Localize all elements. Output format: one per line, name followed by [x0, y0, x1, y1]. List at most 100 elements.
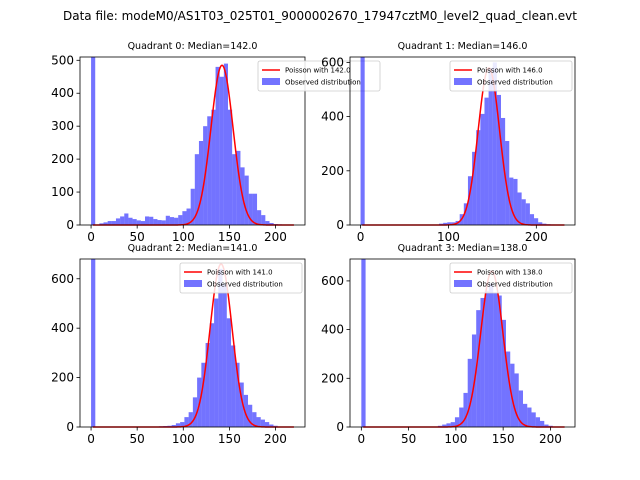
- legend-label-observed: Observed distribution: [207, 281, 283, 289]
- axes-frame: [79, 56, 306, 226]
- histogram-bar: [190, 188, 195, 225]
- histogram-bar: [186, 208, 191, 225]
- histogram-bar: [509, 177, 514, 225]
- histogram-bar: [124, 213, 129, 225]
- legend-box: [179, 262, 303, 294]
- axes-frame: [349, 56, 576, 226]
- histogram-bar: [488, 283, 494, 427]
- histogram-bar: [505, 351, 511, 427]
- histogram-bar: [535, 417, 541, 427]
- histogram-bar: [443, 222, 448, 225]
- x-tick-label: 200: [539, 432, 562, 446]
- histogram-bar: [252, 412, 257, 427]
- histogram-bar: [261, 215, 266, 225]
- x-tick-label: 100: [172, 230, 195, 244]
- histogram-bar: [91, 259, 96, 427]
- legend: Poisson with 146.0 Observed distribution: [449, 60, 573, 92]
- y-tick-label: 600: [321, 55, 344, 69]
- histogram-bar: [484, 97, 489, 225]
- histogram-bar: [128, 217, 133, 225]
- histogram-bar: [514, 373, 519, 427]
- histogram-bar: [132, 219, 137, 225]
- legend-label-poisson: Poisson with 146.0: [477, 67, 543, 75]
- histogram-bar: [260, 419, 265, 427]
- histogram-bar: [222, 283, 227, 427]
- histogram-bar: [228, 109, 233, 225]
- histogram-bar: [501, 117, 506, 225]
- x-tick-label: 100: [444, 432, 467, 446]
- histogram-bar: [459, 407, 464, 427]
- histogram-bar: [480, 297, 485, 427]
- y-tick-label: 600: [51, 272, 74, 286]
- histogram-bar: [269, 424, 274, 427]
- y-tick-label: 600: [321, 274, 344, 288]
- legend-box: [449, 60, 573, 92]
- histogram-bar: [527, 407, 532, 427]
- x-tick-label: 0: [358, 432, 366, 446]
- legend: Poisson with 138.0 Observed distribution: [449, 262, 573, 294]
- panel-quadrant-1: Quadrant 1: Median=146.0 0 100 200 0 200 400 6…: [321, 41, 576, 244]
- histogram-bars: [91, 259, 278, 427]
- histogram-bar: [476, 310, 481, 427]
- x-tick-label: 0: [87, 432, 95, 446]
- histogram-bar: [209, 323, 215, 427]
- histogram-bar: [182, 211, 187, 225]
- histogram-bar: [194, 154, 199, 225]
- histogram-bar: [264, 422, 270, 427]
- histogram-bar: [476, 130, 481, 225]
- x-tick-label: 150: [492, 432, 515, 446]
- histogram-bar: [145, 216, 150, 225]
- panel-title: Quadrant 3: Median=138.0: [398, 243, 528, 254]
- y-tick-label: 400: [51, 86, 74, 100]
- histogram-bar: [544, 424, 549, 427]
- histogram-bar: [450, 422, 455, 427]
- x-tick-label: 0: [357, 230, 365, 244]
- panel-title: Quadrant 2: Median=141.0: [128, 243, 258, 254]
- panel-title: Quadrant 0: Median=142.0: [128, 41, 258, 52]
- panel-title: Quadrant 1: Median=146.0: [398, 41, 528, 52]
- histogram-bar: [140, 221, 146, 225]
- histogram-bar: [442, 424, 447, 427]
- histogram-bar: [517, 192, 522, 225]
- histogram-bar: [269, 223, 274, 225]
- y-tick-label: 300: [51, 119, 74, 133]
- histogram-bar: [454, 417, 460, 427]
- y-tick-label: 400: [51, 321, 74, 335]
- x-tick-label: 0: [87, 230, 95, 244]
- y-tick-label: 100: [51, 185, 74, 199]
- histogram-bar: [488, 67, 493, 225]
- x-tick-label: 200: [525, 230, 548, 244]
- histogram-bar: [244, 175, 249, 225]
- histogram-bar: [446, 423, 451, 427]
- histogram-bar: [178, 215, 183, 225]
- histogram-bar: [91, 57, 96, 225]
- histogram-bar: [480, 113, 485, 225]
- legend-label-poisson: Poisson with 142.0: [285, 67, 351, 75]
- histogram-bar: [174, 217, 179, 225]
- histogram-bar: [513, 178, 518, 225]
- y-tick-label: 200: [321, 371, 344, 385]
- y-tick-label: 500: [51, 53, 74, 67]
- x-tick-label: 50: [401, 432, 416, 446]
- histogram-bar: [472, 151, 477, 225]
- histogram-bar: [149, 216, 154, 225]
- histogram-bar: [99, 223, 104, 225]
- x-tick-label: 50: [130, 432, 145, 446]
- x-tick-label: 200: [264, 230, 287, 244]
- histogram-bar: [525, 203, 530, 225]
- histogram-bar: [198, 141, 204, 225]
- histogram-bar: [207, 116, 212, 225]
- y-tick-label: 200: [51, 152, 74, 166]
- histogram-bar: [180, 422, 185, 427]
- histogram-bar: [184, 417, 189, 427]
- legend-label-observed: Observed distribution: [477, 281, 553, 289]
- histogram-bar: [239, 382, 244, 427]
- histogram-bar: [115, 218, 121, 225]
- histogram-bar: [218, 268, 223, 427]
- legend-label-poisson: Poisson with 138.0: [477, 269, 543, 277]
- histogram-bar: [215, 66, 220, 225]
- histogram-bar: [226, 318, 232, 427]
- poisson-curve: [362, 66, 565, 226]
- histogram-bar: [157, 220, 162, 225]
